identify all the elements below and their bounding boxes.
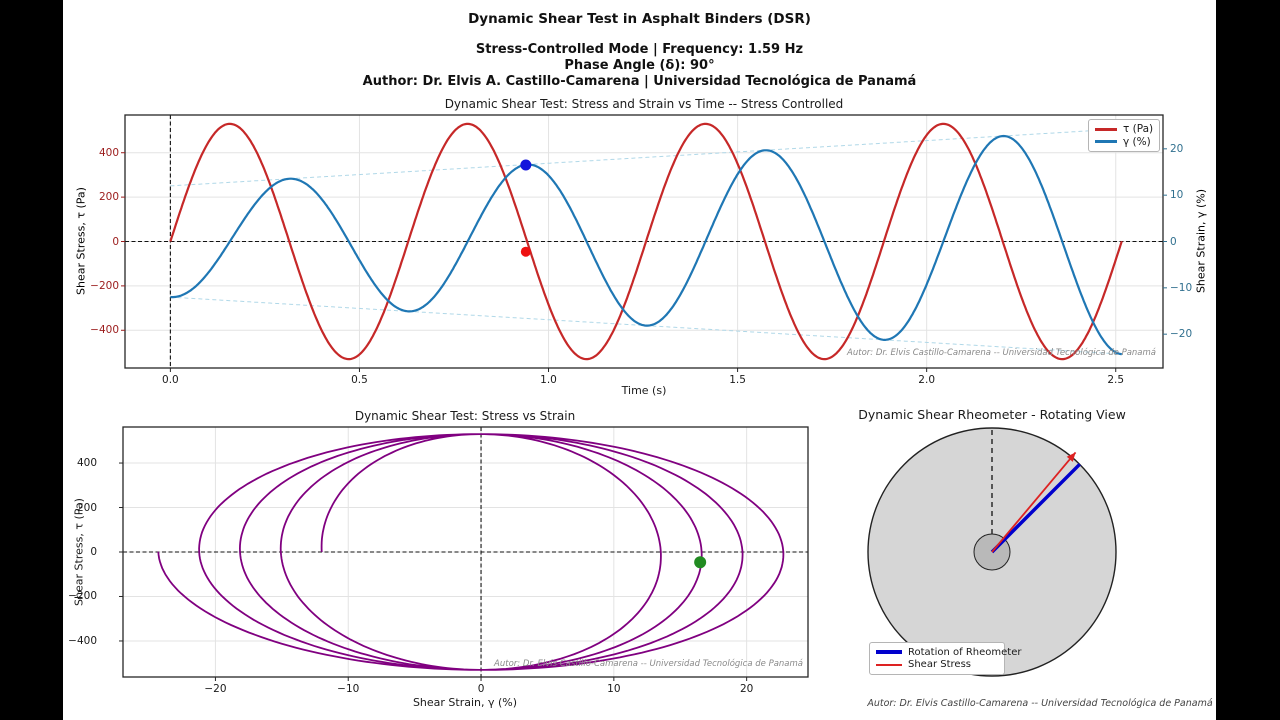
lissajous-curve	[157, 433, 785, 671]
strain-line-sample	[1095, 140, 1117, 144]
time-chart-watermark: Autor: Dr. Elvis Castillo-Camarena -- Un…	[847, 348, 1156, 358]
legend-entry-rotation: Rotation of Rheometer	[876, 647, 1021, 658]
stress-line-sample	[1095, 127, 1117, 131]
legend-entry-strain: γ (%)	[1095, 136, 1153, 148]
stress-curve	[169, 122, 1123, 361]
time-chart-title: Dynamic Shear Test: Stress and Strain vs…	[444, 97, 844, 111]
legend-label: Rotation of Rheometer	[908, 646, 1022, 658]
shear-stress-arrowhead	[1066, 452, 1076, 462]
time-chart-legend: τ (Pa) γ (%)	[1088, 119, 1160, 152]
legend-label: γ (%)	[1123, 135, 1151, 148]
legend-label: τ (Pa)	[1123, 123, 1154, 136]
lissajous-chart-watermark: Autor: Dr. Elvis Castillo-Camarena -- Un…	[494, 659, 803, 669]
author-subtitle: Author: Dr. Elvis A. Castillo-Camarena |…	[362, 74, 917, 89]
current-state-marker-dot	[694, 556, 707, 569]
stress-marker-dot	[520, 246, 531, 257]
rheometer-title: Dynamic Shear Rheometer - Rotating View	[858, 407, 1126, 422]
page-title: Dynamic Shear Test in Asphalt Binders (D…	[468, 11, 811, 27]
legend-label: Shear Stress	[908, 659, 971, 671]
strain-curve	[170, 134, 1122, 356]
lissajous-chart-xlabel: Shear Strain, γ (%)	[412, 696, 518, 709]
strain-marker-dot	[520, 159, 532, 171]
time-chart-xlabel: Time (s)	[621, 384, 667, 397]
legend-entry-shear-stress: Shear Stress	[876, 659, 998, 670]
phase-angle-subtitle: Phase Angle (δ): 90°	[564, 58, 715, 73]
rotation-vector-line	[990, 463, 1081, 554]
rheometer-footer-credit: Autor: Dr. Elvis Castillo-Camarena -- Un…	[867, 698, 1213, 709]
rheometer-legend: Rotation of Rheometer Shear Stress	[869, 642, 1021, 675]
shear-stress-vector-line	[991, 451, 1077, 553]
stress-vector-sample	[876, 663, 902, 666]
rotation-line-sample	[876, 650, 902, 655]
lissajous-chart-ylabel: Shear Stress, τ (Pa)	[72, 498, 86, 606]
time-chart-ylabel-left: Shear Stress, τ (Pa)	[74, 187, 88, 295]
legend-entry-stress: τ (Pa)	[1095, 123, 1153, 135]
time-chart-ylabel-right: Shear Strain, γ (%)	[1194, 188, 1208, 294]
mode-frequency-subtitle: Stress-Controlled Mode | Frequency: 1.59…	[475, 42, 804, 57]
lissajous-chart-title: Dynamic Shear Test: Stress vs Strain	[354, 409, 576, 423]
